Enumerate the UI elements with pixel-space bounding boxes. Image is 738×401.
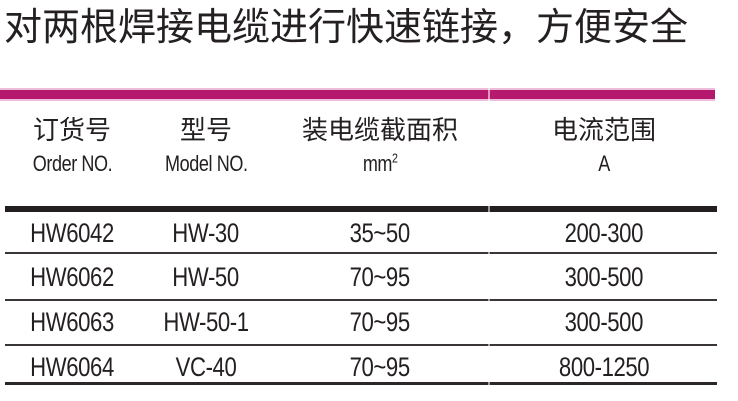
cell-order-no: HW6042 (30, 218, 114, 248)
page-title: 对两根焊接电缆进行快速链接，方便安全 (4, 7, 689, 49)
superscript: 2 (391, 150, 398, 166)
cell-cable-section: 70~95 (349, 262, 411, 292)
column-header-order-no: 订货号 Order NO. (2, 112, 142, 175)
column-divider (488, 88, 490, 385)
cell-order-no: HW6063 (30, 307, 114, 337)
table-row: HW6064 VC-40 70~95 800-1250 (0, 353, 738, 381)
cell-current-range: 300-500 (564, 262, 644, 292)
cell-cable-section: 70~95 (349, 307, 411, 337)
bottom-rule (5, 382, 717, 385)
cell-current-range: 300-500 (564, 307, 644, 337)
column-header-zh: 电流范围 (551, 115, 656, 145)
column-header-zh: 装电缆截面积 (301, 115, 458, 145)
cell-order-no: HW6062 (30, 262, 114, 292)
cell-cable-section: 35~50 (349, 218, 411, 248)
cell-cable-section: 70~95 (349, 352, 411, 382)
row-separator (5, 344, 717, 346)
column-header-en: Model NO. (164, 151, 248, 176)
table-row: HW6062 HW-50 70~95 300-500 (0, 263, 738, 291)
column-header-cable-section: 装电缆截面积 mm2 (270, 112, 490, 175)
cell-model-no: VC-40 (175, 352, 237, 382)
column-header-current-range: 电流范围 A (488, 112, 720, 175)
row-separator (5, 252, 717, 254)
table-row: HW6042 HW-30 35~50 200-300 (0, 219, 738, 247)
accent-bar (0, 88, 715, 101)
row-separator (5, 299, 717, 301)
column-header-en: Order NO. (32, 151, 112, 176)
header-rule (5, 206, 717, 212)
column-header-zh: 订货号 (32, 115, 111, 145)
cell-model-no: HW-50 (172, 262, 240, 292)
cell-model-no: HW-30 (172, 218, 240, 248)
table-row: HW6063 HW-50-1 70~95 300-500 (0, 308, 738, 336)
column-header-zh: 型号 (179, 115, 232, 145)
column-header-model-no: 型号 Model NO. (142, 112, 270, 175)
column-header-en: mm2 (362, 150, 398, 176)
cell-current-range: 200-300 (564, 218, 644, 248)
cell-model-no: HW-50-1 (163, 307, 249, 337)
cell-current-range: 800-1250 (558, 352, 650, 382)
column-header-en: A (598, 151, 610, 176)
cell-order-no: HW6064 (30, 352, 114, 382)
